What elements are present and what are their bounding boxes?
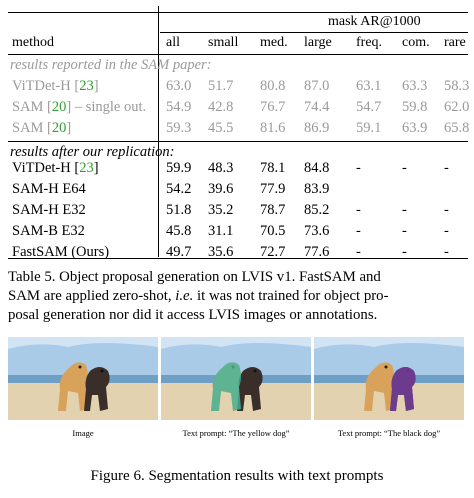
value-cell: 81.6 (260, 120, 286, 136)
caption-line-3: posal generation nor did it access LVIS … (8, 307, 378, 323)
method-cell: ViTDet-H [23] (12, 160, 99, 176)
value-cell: 80.8 (260, 78, 286, 94)
image-label-original: Image (72, 428, 94, 438)
value-cell: 74.4 (304, 99, 330, 115)
col-header-method: method (12, 35, 54, 50)
image-label-yellow-prompt: Text prompt: “The yellow dog” (182, 428, 290, 438)
value-cell: - (444, 202, 449, 218)
col-header-med: med. (260, 35, 288, 50)
col-header-rare: rare (444, 35, 466, 50)
value-cell: 72.7 (260, 244, 286, 260)
citation-link[interactable]: 23 (79, 160, 94, 176)
value-cell: 87.0 (304, 78, 330, 94)
figure-image-black-dog (314, 337, 464, 420)
value-cell: 63.0 (166, 78, 192, 94)
value-cell: 54.9 (166, 99, 192, 115)
value-cell: 42.8 (208, 99, 234, 115)
method-cell: SAM-B E32 (12, 223, 85, 239)
image-label-black-prompt: Text prompt: “The black dog” (337, 428, 441, 438)
method-cell: SAM [20] (12, 120, 72, 136)
value-cell: 59.3 (166, 120, 192, 136)
method-cell: ViTDet-H [23] (12, 78, 99, 94)
value-cell: 78.1 (260, 160, 286, 176)
group-header: mask AR@1000 (328, 14, 421, 29)
method-cell: SAM-H E32 (12, 202, 86, 218)
value-cell: 63.3 (402, 78, 428, 94)
col-header-large: large (304, 35, 332, 50)
figure-image-yellow-dog (161, 337, 311, 420)
value-cell: 51.8 (166, 202, 192, 218)
figure-image-original (8, 337, 158, 420)
table-caption: Table 5. Object proposal generation on L… (8, 268, 466, 325)
value-cell: 48.3 (208, 160, 234, 176)
value-cell: 58.3 (444, 78, 470, 94)
col-header-all: all (166, 35, 180, 50)
value-cell: 85.2 (304, 202, 330, 218)
value-cell: 63.1 (356, 78, 382, 94)
value-cell: 83.9 (304, 181, 330, 197)
section-rule (8, 141, 468, 142)
section-title-sam-paper: results reported in the SAM paper: (10, 57, 212, 73)
value-cell: 39.6 (208, 181, 234, 197)
value-cell: - (402, 223, 407, 239)
value-cell: 78.7 (260, 202, 286, 218)
value-cell: 65.8 (444, 120, 470, 136)
value-cell: 77.6 (304, 244, 330, 260)
table-top-rule (8, 12, 468, 13)
header-rule (8, 54, 468, 55)
method-cell: SAM [20] – single out. (12, 99, 147, 115)
value-cell: 86.9 (304, 120, 330, 136)
value-cell: 84.8 (304, 160, 330, 176)
value-cell: - (444, 244, 449, 260)
figure-caption: Figure 6. Segmentation results with text… (90, 468, 384, 484)
value-cell: 77.9 (260, 181, 286, 197)
value-cell: 31.1 (208, 223, 234, 239)
value-cell: 70.5 (260, 223, 286, 239)
table-bottom-rule (8, 258, 468, 259)
section-title-replication: results after our replication: (10, 144, 175, 160)
value-cell: - (402, 244, 407, 260)
value-cell: 59.9 (166, 160, 192, 176)
method-cell: SAM-H E64 (12, 181, 86, 197)
value-cell: - (402, 160, 407, 176)
value-cell: 73.6 (304, 223, 330, 239)
value-cell: 59.1 (356, 120, 382, 136)
caption-line-2: SAM are applied zero-shot, i.e. it was n… (8, 288, 389, 304)
method-cell: FastSAM (Ours) (12, 244, 110, 260)
value-cell: - (356, 223, 361, 239)
table-column-separator (158, 6, 159, 257)
value-cell: - (356, 202, 361, 218)
value-cell: 51.7 (208, 78, 234, 94)
value-cell: - (356, 160, 361, 176)
value-cell: 62.0 (444, 99, 470, 115)
citation-link[interactable]: 23 (79, 78, 94, 94)
col-header-com: com. (402, 35, 430, 50)
group-header-rule (160, 32, 468, 33)
value-cell: 54.7 (356, 99, 382, 115)
value-cell: 49.7 (166, 244, 192, 260)
value-cell: - (402, 202, 407, 218)
citation-link[interactable]: 20 (51, 99, 67, 115)
col-header-freq: freq. (356, 35, 383, 50)
value-cell: 45.5 (208, 120, 234, 136)
value-cell: 35.6 (208, 244, 234, 260)
col-header-small: small (208, 35, 239, 50)
value-cell: 59.8 (402, 99, 428, 115)
value-cell: 45.8 (166, 223, 192, 239)
value-cell: - (444, 160, 449, 176)
value-cell: - (444, 223, 449, 239)
value-cell: 35.2 (208, 202, 234, 218)
citation-link[interactable]: 20 (51, 120, 67, 136)
value-cell: - (356, 244, 361, 260)
value-cell: 63.9 (402, 120, 428, 136)
value-cell: 54.2 (166, 181, 192, 197)
caption-line-1: Table 5. Object proposal generation on L… (8, 269, 381, 285)
value-cell: 76.7 (260, 99, 286, 115)
